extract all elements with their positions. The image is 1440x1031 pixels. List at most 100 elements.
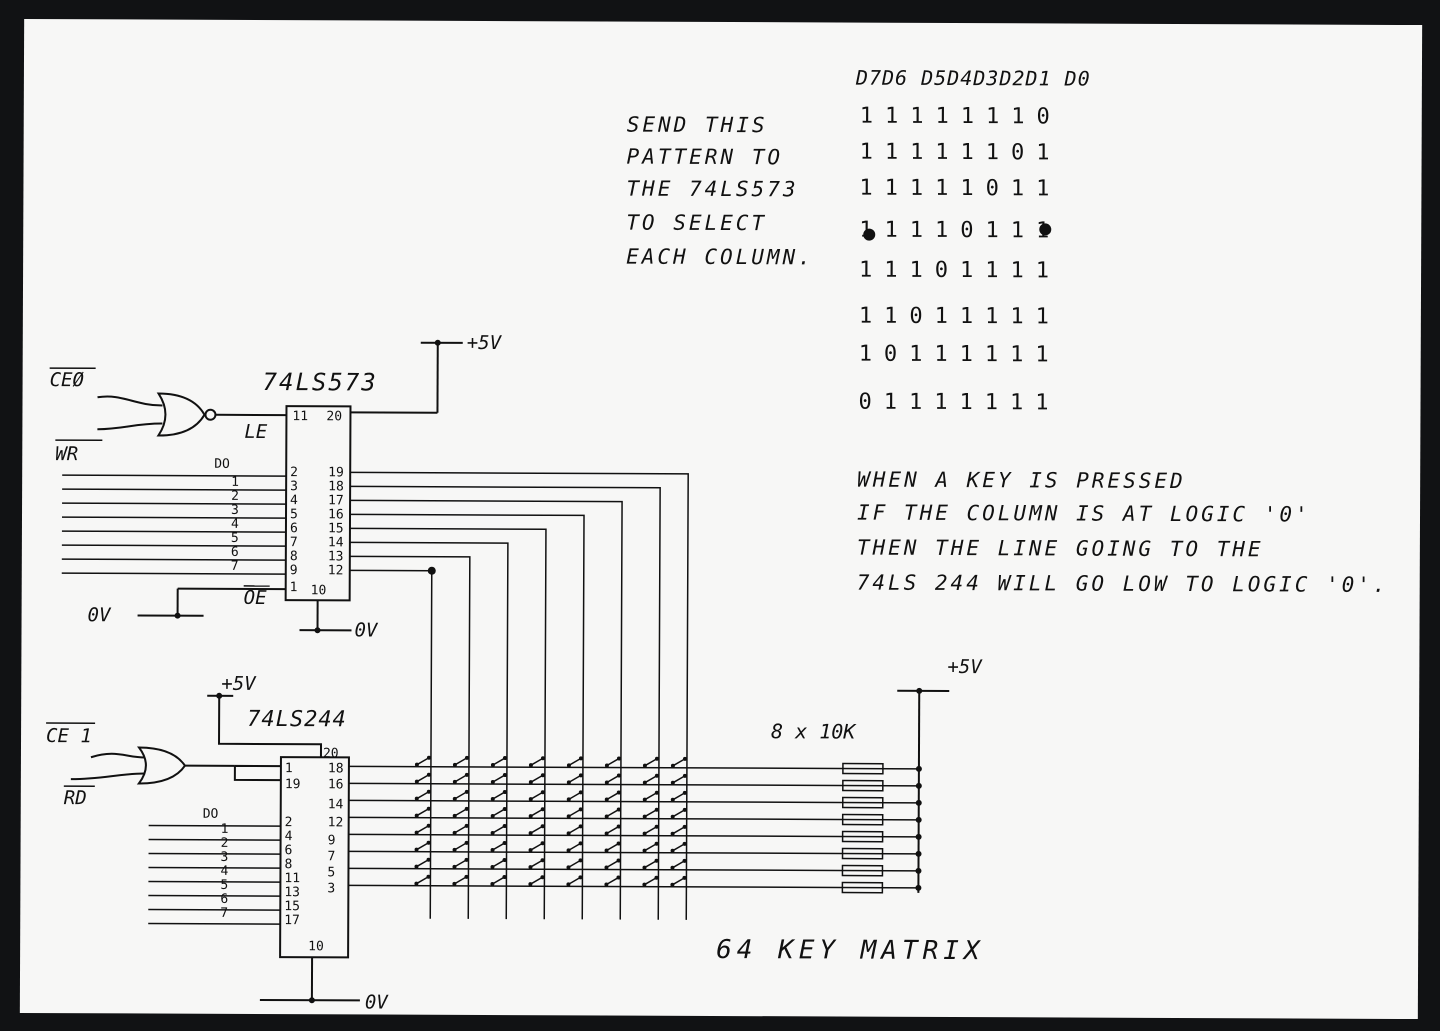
key-switch[interactable] (642, 773, 659, 785)
key-switch[interactable] (528, 790, 545, 802)
junction-dot (308, 997, 315, 1004)
key-switch[interactable] (528, 824, 545, 836)
bit-label: 7 (231, 559, 239, 574)
key-switch[interactable] (414, 789, 431, 801)
key-switch[interactable] (642, 756, 659, 768)
key-switch[interactable] (642, 875, 659, 887)
key-switch[interactable] (566, 858, 583, 870)
column-wire (350, 471, 689, 920)
key-switch[interactable] (604, 756, 621, 768)
ce0-label: CEØ (50, 369, 85, 391)
key-switch[interactable] (670, 841, 687, 853)
key-switch[interactable] (566, 756, 583, 768)
pin-number: 16 (328, 507, 344, 522)
junction-dot (915, 867, 922, 874)
pin-number: 4 (290, 493, 298, 508)
resistor (842, 762, 884, 775)
key-switch[interactable] (604, 858, 621, 870)
pin-number: 8 (284, 857, 292, 872)
pattern-row: 11011111 (859, 304, 1061, 330)
key-switch[interactable] (490, 807, 507, 819)
key-switch[interactable] (490, 824, 507, 836)
bit-label: 3 (231, 503, 239, 518)
note-line: 74LS 244 WILL GO LOW TO LOGIC '0'. (857, 571, 1389, 597)
key-switch[interactable] (528, 841, 545, 853)
key-switch[interactable] (490, 841, 507, 853)
data-line (148, 838, 281, 841)
le-label: LE (244, 421, 268, 443)
key-switch[interactable] (604, 824, 621, 836)
key-switch[interactable] (642, 790, 659, 802)
key-switch[interactable] (604, 875, 621, 887)
key-switch[interactable] (670, 824, 687, 836)
pin-number: 20 (326, 409, 342, 424)
key-switch[interactable] (528, 875, 545, 887)
key-switch[interactable] (452, 840, 469, 852)
inverter-bubble (204, 408, 217, 421)
key-switch[interactable] (490, 875, 507, 887)
key-switch[interactable] (566, 875, 583, 887)
pattern-row: 11110111 (859, 218, 1061, 244)
key-switch[interactable] (566, 841, 583, 853)
key-switch[interactable] (604, 841, 621, 853)
resistor (841, 813, 884, 826)
junction-dot (916, 687, 923, 694)
key-switch[interactable] (670, 790, 687, 802)
key-switch[interactable] (642, 858, 659, 870)
key-switch[interactable] (642, 824, 659, 836)
key-switch[interactable] (670, 756, 687, 768)
junction-dot (915, 850, 922, 857)
key-switch[interactable] (452, 823, 469, 835)
ink-blot (1039, 223, 1052, 236)
key-switch[interactable] (452, 806, 469, 818)
pin-number: 10 (308, 939, 324, 954)
bit-label: 2 (231, 489, 239, 504)
key-switch[interactable] (604, 807, 621, 819)
pattern-row: 11111110 (860, 104, 1062, 130)
key-switch[interactable] (414, 806, 431, 818)
explanation-note: WHEN A KEY IS PRESSED IF THE COLUMN IS A… (857, 468, 1389, 597)
pin-number: 18 (328, 761, 344, 776)
key-switch[interactable] (566, 773, 583, 785)
bit-label: 5 (231, 531, 239, 546)
key-switch[interactable] (528, 807, 545, 819)
key-switch[interactable] (670, 858, 687, 870)
key-switch[interactable] (490, 773, 507, 785)
key-switch[interactable] (414, 755, 431, 767)
key-switch[interactable] (528, 756, 545, 768)
key-switch[interactable] (604, 773, 621, 785)
key-switch[interactable] (490, 858, 507, 870)
vcc-label: +5V (467, 332, 503, 354)
buffer-chip-body (279, 756, 350, 959)
key-switch[interactable] (452, 874, 469, 886)
pattern-row: 11101111 (859, 258, 1061, 284)
key-switch[interactable] (670, 875, 687, 887)
key-switch[interactable] (566, 824, 583, 836)
pin-number: 2 (290, 465, 298, 480)
key-switch[interactable] (528, 858, 545, 870)
key-switch[interactable] (414, 823, 431, 835)
wire (218, 695, 323, 758)
key-switch[interactable] (490, 756, 507, 768)
key-switch[interactable] (642, 807, 659, 819)
pin-number: 17 (284, 913, 300, 928)
key-switch[interactable] (566, 807, 583, 819)
pin-number: 15 (328, 521, 344, 536)
key-switch[interactable] (670, 807, 687, 819)
key-switch[interactable] (642, 841, 659, 853)
schematic-diagram: SEND THIS PATTERN TO THE 74LS573 TO SELE… (46, 66, 1389, 1014)
key-switch[interactable] (490, 790, 507, 802)
key-switch[interactable] (670, 773, 687, 785)
key-switch[interactable] (452, 772, 469, 784)
row-wire (348, 765, 919, 770)
key-switch[interactable] (452, 857, 469, 869)
key-switch[interactable] (414, 857, 431, 869)
key-switch[interactable] (452, 755, 469, 767)
key-switch[interactable] (528, 773, 545, 785)
key-switch[interactable] (414, 772, 431, 784)
key-switch[interactable] (414, 874, 431, 886)
key-switch[interactable] (452, 789, 469, 801)
key-switch[interactable] (414, 840, 431, 852)
key-switch[interactable] (566, 790, 583, 802)
key-switch[interactable] (604, 790, 621, 802)
